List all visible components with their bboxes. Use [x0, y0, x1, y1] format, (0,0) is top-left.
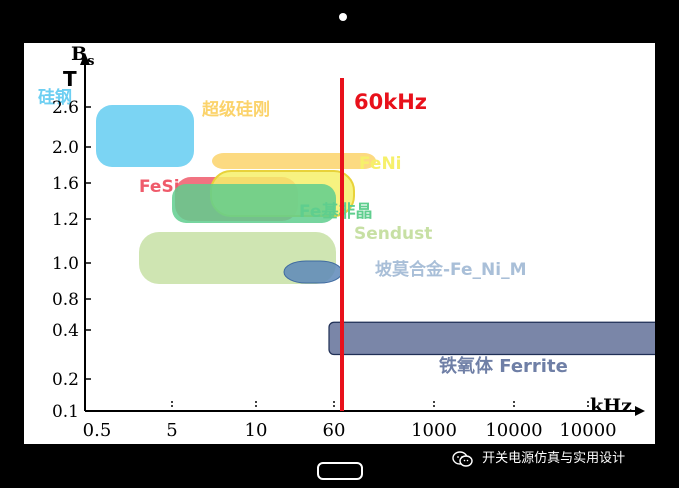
region-1	[96, 105, 194, 167]
wechat-icon	[452, 451, 473, 467]
y-tick-label: 1.0	[52, 254, 79, 274]
watermark: 开关电源仿真与实用设计	[452, 449, 625, 469]
x-axis-label: kHz	[590, 395, 632, 417]
camera-dot	[339, 13, 347, 21]
y-tick-label: 0.1	[52, 402, 79, 422]
y-tick-label: 1.2	[52, 210, 79, 230]
x-tick-label: 10	[245, 420, 268, 441]
region-8	[328, 321, 655, 356]
y-tick-label: 0.8	[52, 290, 79, 310]
x-tick-label: 0.5	[83, 420, 112, 441]
region-label-2: 超级硅刚	[202, 99, 270, 120]
marker-label-60khz: 60kHz	[354, 90, 427, 114]
x-tick-label: 5	[166, 420, 177, 441]
x-tick-label: 10000	[485, 420, 542, 441]
y-axis-arrow	[80, 53, 90, 65]
watermark-text: 开关电源仿真与实用设计	[482, 451, 626, 466]
y-axis-unit: T	[63, 67, 77, 91]
region-5	[172, 184, 336, 223]
y-tick-label: 2.0	[52, 138, 79, 158]
y-tick-label: 1.6	[52, 174, 79, 194]
region-label-1: 硅钢	[38, 87, 72, 108]
region-label-7: 坡莫合金-Fe_Ni_M	[375, 259, 526, 280]
y-tick-label: 2.6	[52, 98, 79, 118]
region-7	[283, 260, 343, 284]
home-button[interactable]	[317, 462, 363, 480]
region-label-5: Fe基非晶	[299, 201, 372, 222]
x-tick-label: 10000	[559, 420, 616, 441]
region-label-3: FeSi	[139, 177, 180, 197]
x-tick-label: 60	[323, 420, 346, 441]
chart-screen: 硅钢超级硅刚 FeSi FeNi Fe基非晶 Sendust 坡莫合金-Fe_Ni_M 铁氧…	[24, 43, 655, 444]
y-axis-label: Bs	[71, 43, 94, 69]
region-2	[212, 153, 376, 169]
y-tick-label: 0.2	[52, 370, 79, 390]
region-label-8: 铁氧体 Ferrite	[439, 355, 568, 377]
x-axis-arrow	[635, 406, 645, 416]
y-tick-label: 0.4	[52, 321, 79, 341]
x-tick-label: 1000	[411, 420, 457, 441]
region-label-4: FeNi	[359, 154, 402, 174]
region-label-6: Sendust	[354, 224, 432, 244]
